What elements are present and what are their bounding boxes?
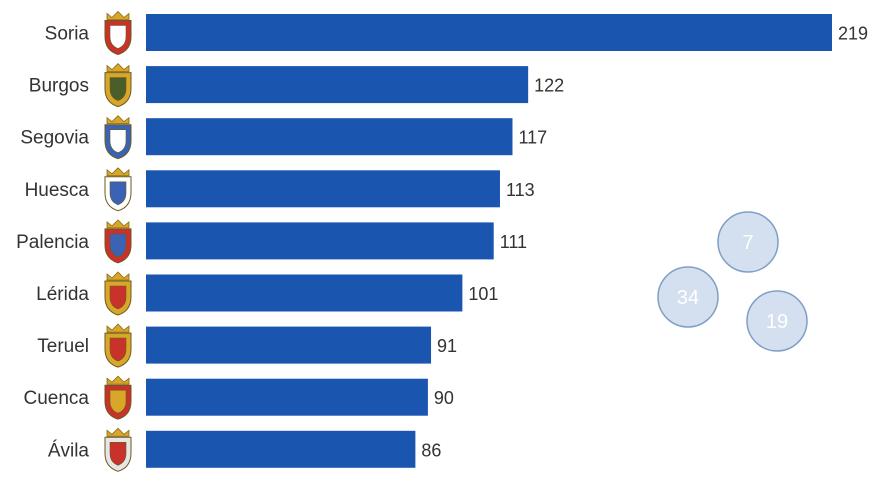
bubble-label: 7: [742, 232, 753, 254]
category-label: Palencia: [16, 232, 89, 253]
cuenca-coat-of-arms-icon: [104, 375, 132, 420]
value-label: 91: [437, 336, 457, 356]
bar: [146, 222, 494, 260]
bar-row: Burgos 122: [29, 63, 564, 108]
bar-row: Teruel 91: [37, 323, 457, 368]
palencia-coat-of-arms-icon: [104, 219, 132, 264]
burgos-coat-of-arms-icon: [104, 63, 132, 108]
bar: [146, 14, 832, 51]
bar-row: Ávila 86: [48, 427, 441, 472]
soria-coat-of-arms-icon: [104, 10, 132, 56]
bar: [146, 326, 432, 364]
value-label: 117: [518, 128, 547, 148]
bar: [146, 170, 500, 208]
bar-row: Soria 219: [45, 10, 868, 56]
bubble: 34: [657, 266, 719, 328]
value-label: 90: [434, 388, 454, 408]
category-label: Teruel: [37, 336, 89, 357]
bar-row: Segovia 117: [20, 115, 547, 160]
bar-row: Palencia 111: [16, 219, 527, 264]
teruel-coat-of-arms-icon: [104, 323, 132, 368]
category-label: Segovia: [20, 128, 89, 149]
category-label: Lérida: [36, 284, 89, 305]
category-label: Soria: [45, 24, 90, 45]
avila-coat-of-arms-icon: [104, 427, 132, 472]
bar: [146, 66, 529, 104]
bar-row: Cuenca 90: [24, 375, 454, 420]
segovia-coat-of-arms-icon: [104, 115, 132, 160]
category-label: Cuenca: [24, 388, 90, 409]
value-label: 86: [421, 440, 441, 460]
value-label: 111: [500, 232, 527, 252]
bubble: 7: [717, 211, 779, 273]
bubble: 19: [746, 290, 808, 352]
category-label: Ávila: [48, 440, 90, 461]
huesca-coat-of-arms-icon: [104, 167, 132, 212]
value-label: 101: [468, 284, 498, 304]
category-label: Huesca: [25, 180, 90, 201]
bar: [146, 378, 428, 416]
bubble-label: 19: [766, 311, 788, 333]
value-label: 113: [506, 180, 535, 200]
value-label: 219: [838, 24, 868, 44]
category-label: Burgos: [29, 76, 89, 97]
lerida-coat-of-arms-icon: [104, 271, 132, 316]
value-label: 122: [534, 76, 564, 96]
bar: [146, 430, 416, 468]
bar: [146, 118, 513, 156]
bubble-label: 34: [677, 287, 699, 309]
bar: [146, 274, 463, 312]
bar-row: Huesca 113: [25, 167, 535, 212]
bar-row: Lérida 101: [36, 271, 498, 316]
